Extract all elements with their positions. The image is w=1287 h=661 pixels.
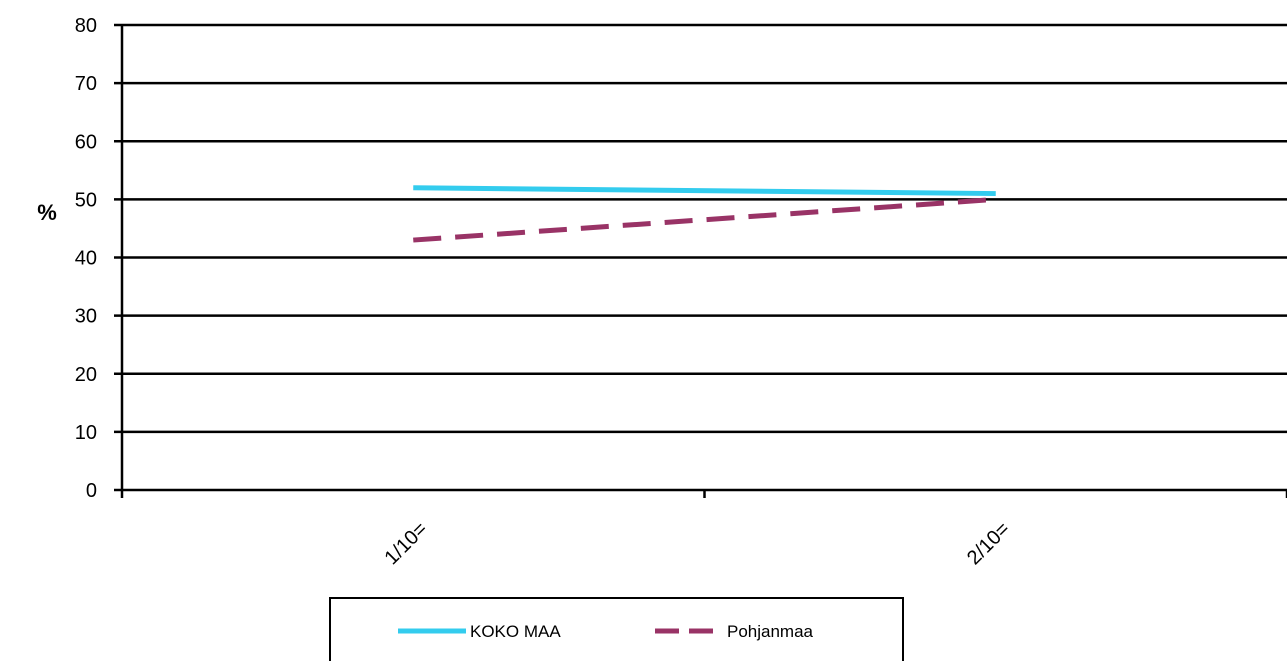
y-tick-label: 10 — [75, 422, 97, 444]
y-tick-label: 70 — [75, 73, 97, 95]
y-tick-label: 30 — [75, 306, 97, 328]
legend-label: KOKO MAA — [470, 622, 561, 641]
legend-label: Pohjanmaa — [727, 622, 814, 641]
y-tick-label: 50 — [75, 189, 97, 211]
y-axis-label: % — [37, 200, 57, 225]
x-ticks: 1/10= 2/10= — [120, 490, 1287, 569]
x-tick-label: 2/10= — [963, 518, 1014, 569]
series-line-0 — [413, 185, 996, 197]
series-line-1 — [413, 196, 996, 243]
y-tick-label: 20 — [75, 364, 97, 386]
legend: KOKO MAA Pohjanmaa — [329, 597, 904, 661]
y-tick-label: 0 — [86, 480, 97, 502]
y-ticks: 0 10 20 30 40 50 60 70 80 — [75, 15, 122, 502]
y-tick-label: 80 — [75, 15, 97, 37]
y-tick-label: 60 — [75, 131, 97, 153]
x-tick-label: 1/10= — [380, 518, 431, 569]
series-lines — [413, 185, 996, 243]
gridlines — [122, 23, 1287, 434]
y-tick-label: 40 — [75, 248, 97, 270]
